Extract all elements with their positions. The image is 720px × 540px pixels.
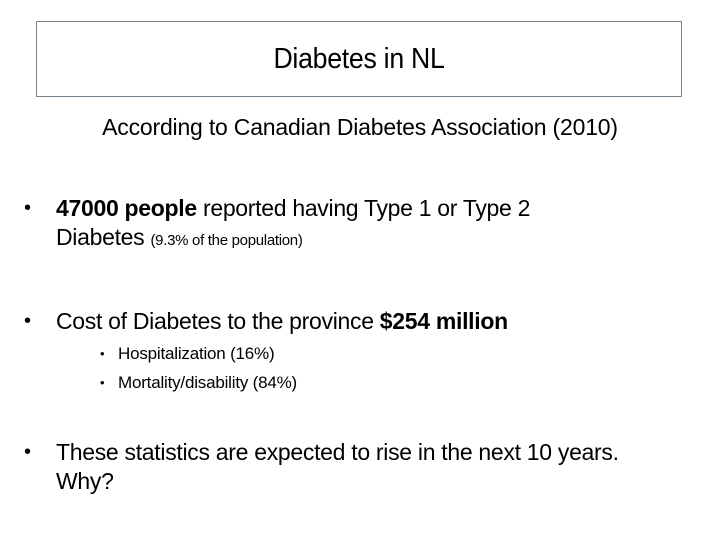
sub-bullet-dot-icon: • xyxy=(100,375,105,390)
people-count-line2: Diabetes xyxy=(56,224,151,250)
sub-bullet-mortality: • Mortality/disability (84%) xyxy=(100,371,297,395)
why-text: Why? xyxy=(56,468,114,494)
bullet-rise-question: • These statistics are expected to rise … xyxy=(24,438,704,496)
mortality-text: Mortality/disability (84%) xyxy=(118,373,298,392)
title-box: Diabetes in NL xyxy=(36,21,682,97)
bullet-dot-icon: • xyxy=(24,310,31,332)
bullet-people-count: • 47000 people reported having Type 1 or… xyxy=(24,194,704,255)
bullet-dot-icon: • xyxy=(24,197,31,219)
bullet-cost: • Cost of Diabetes to the province $254 … xyxy=(24,307,704,336)
rise-text: These statistics are expected to rise in… xyxy=(56,439,619,465)
people-count-bold: 47000 people xyxy=(56,195,197,221)
hospitalization-text: Hospitalization (16%) xyxy=(118,344,275,363)
bullet-dot-icon: • xyxy=(24,441,31,463)
sub-bullet-hospitalization: • Hospitalization (16%) xyxy=(100,342,275,366)
cost-amount: $254 million xyxy=(379,308,508,334)
people-count-text: reported having Type 1 or Type 2 xyxy=(196,195,531,221)
slide-title: Diabetes in NL xyxy=(273,42,445,75)
cost-text: Cost of Diabetes to the province xyxy=(56,308,380,334)
slide-subtitle: According to Canadian Diabetes Associati… xyxy=(102,114,618,140)
sub-bullet-dot-icon: • xyxy=(100,346,105,361)
population-percent: (9.3% of the population) xyxy=(150,232,303,249)
